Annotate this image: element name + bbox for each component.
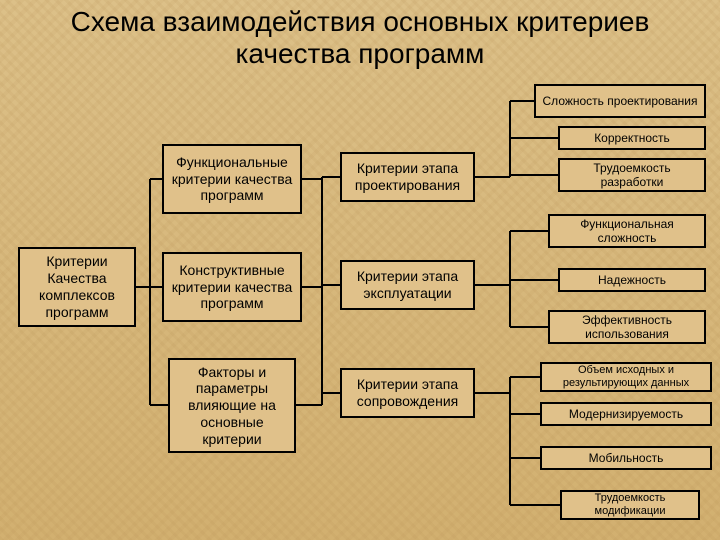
node-r7: Объем исходных и результирующих данных <box>540 362 712 392</box>
node-r5: Надежность <box>558 268 706 292</box>
node-stage3: Критерии этапа сопровождения <box>340 368 475 418</box>
node-r3: Трудоемкость разработки <box>558 158 706 192</box>
node-r6: Эффективность использования <box>548 310 706 344</box>
node-r2: Корректность <box>558 126 706 150</box>
node-stage1: Критерии этапа проектирования <box>340 152 475 202</box>
node-factors: Факторы и параметры влияющие на основные… <box>168 358 296 453</box>
node-r4: Функциональная сложность <box>548 214 706 248</box>
node-r1: Сложность проектирования <box>534 84 706 118</box>
node-r9: Мобильность <box>540 446 712 470</box>
node-r8: Модернизируемость <box>540 402 712 426</box>
node-func: Функциональные критерии качества програм… <box>162 144 302 214</box>
diagram-title: Схема взаимодействия основных критериев … <box>0 0 720 70</box>
node-constr: Конструктивные критерии качества програм… <box>162 252 302 322</box>
node-r10: Трудоемкость модификации <box>560 490 700 520</box>
node-stage2: Критерии этапа эксплуатации <box>340 260 475 310</box>
node-root: Критерии Качества комплексов программ <box>18 247 136 327</box>
